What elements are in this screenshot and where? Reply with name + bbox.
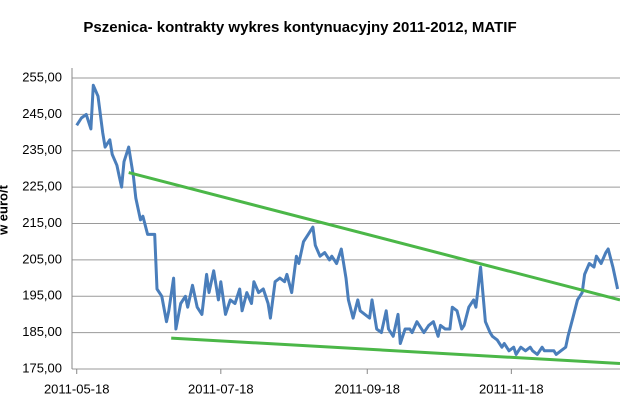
series-line xyxy=(75,83,620,356)
x-tick-label: 2011-09-18 xyxy=(334,381,400,396)
y-tick-label: 185,00 xyxy=(22,324,62,339)
y-tick-label: 255,00 xyxy=(22,69,62,84)
y-tick-label: 205,00 xyxy=(22,251,62,266)
y-tick-label: 225,00 xyxy=(22,179,62,194)
y-tick-label: 175,00 xyxy=(22,360,62,375)
y-tick-label: 215,00 xyxy=(22,215,62,230)
y-tick-label: 195,00 xyxy=(22,288,62,303)
series-line xyxy=(171,336,620,365)
y-tick-label: 235,00 xyxy=(22,142,62,157)
y-tick-label: 245,00 xyxy=(22,106,62,121)
series-line xyxy=(128,171,620,302)
x-tick-label: 2011-11-18 xyxy=(479,381,544,396)
x-tick-label: 2011-07-18 xyxy=(188,381,254,396)
chart-title: Pszenica- kontrakty wykres kontynuacyjny… xyxy=(83,19,516,36)
y-axis-label: w euro/t xyxy=(0,184,10,236)
x-tick-label: 2011-05-18 xyxy=(44,381,110,396)
